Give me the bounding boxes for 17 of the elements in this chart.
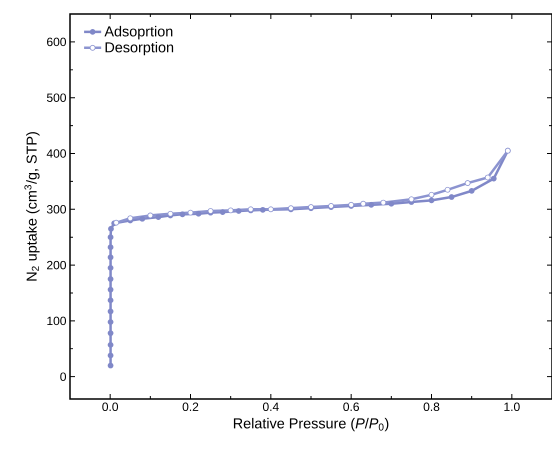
y-tick-label: 500 [46,93,66,102]
y-tick-label: 300 [46,205,66,214]
x-tick-label: 0.8 [424,402,440,412]
y-tick-label: 200 [47,260,66,270]
x-tick-label: 0.2 [182,402,198,412]
x-tick-label: 1.0 [504,402,520,412]
x-tick-label: 0.4 [262,402,279,412]
x-tick-label: 0.6 [343,402,359,412]
x-tick-label: 0.0 [102,402,118,412]
y-tick-label: 600 [47,38,66,46]
y-tick-label: 400 [46,149,66,158]
y-tick-label: 100 [47,316,66,326]
y-axis-title: N$_{2}$ uptake (cm$^{3}$/g, STP) [24,132,40,281]
legend-label: Desorption [106,42,174,56]
x-axis-title: Relative Pressure (P/P$_{0}$) [234,418,388,432]
legend-label: Adsoprtion [104,26,172,40]
y-tick-label: 0 [60,372,66,381]
